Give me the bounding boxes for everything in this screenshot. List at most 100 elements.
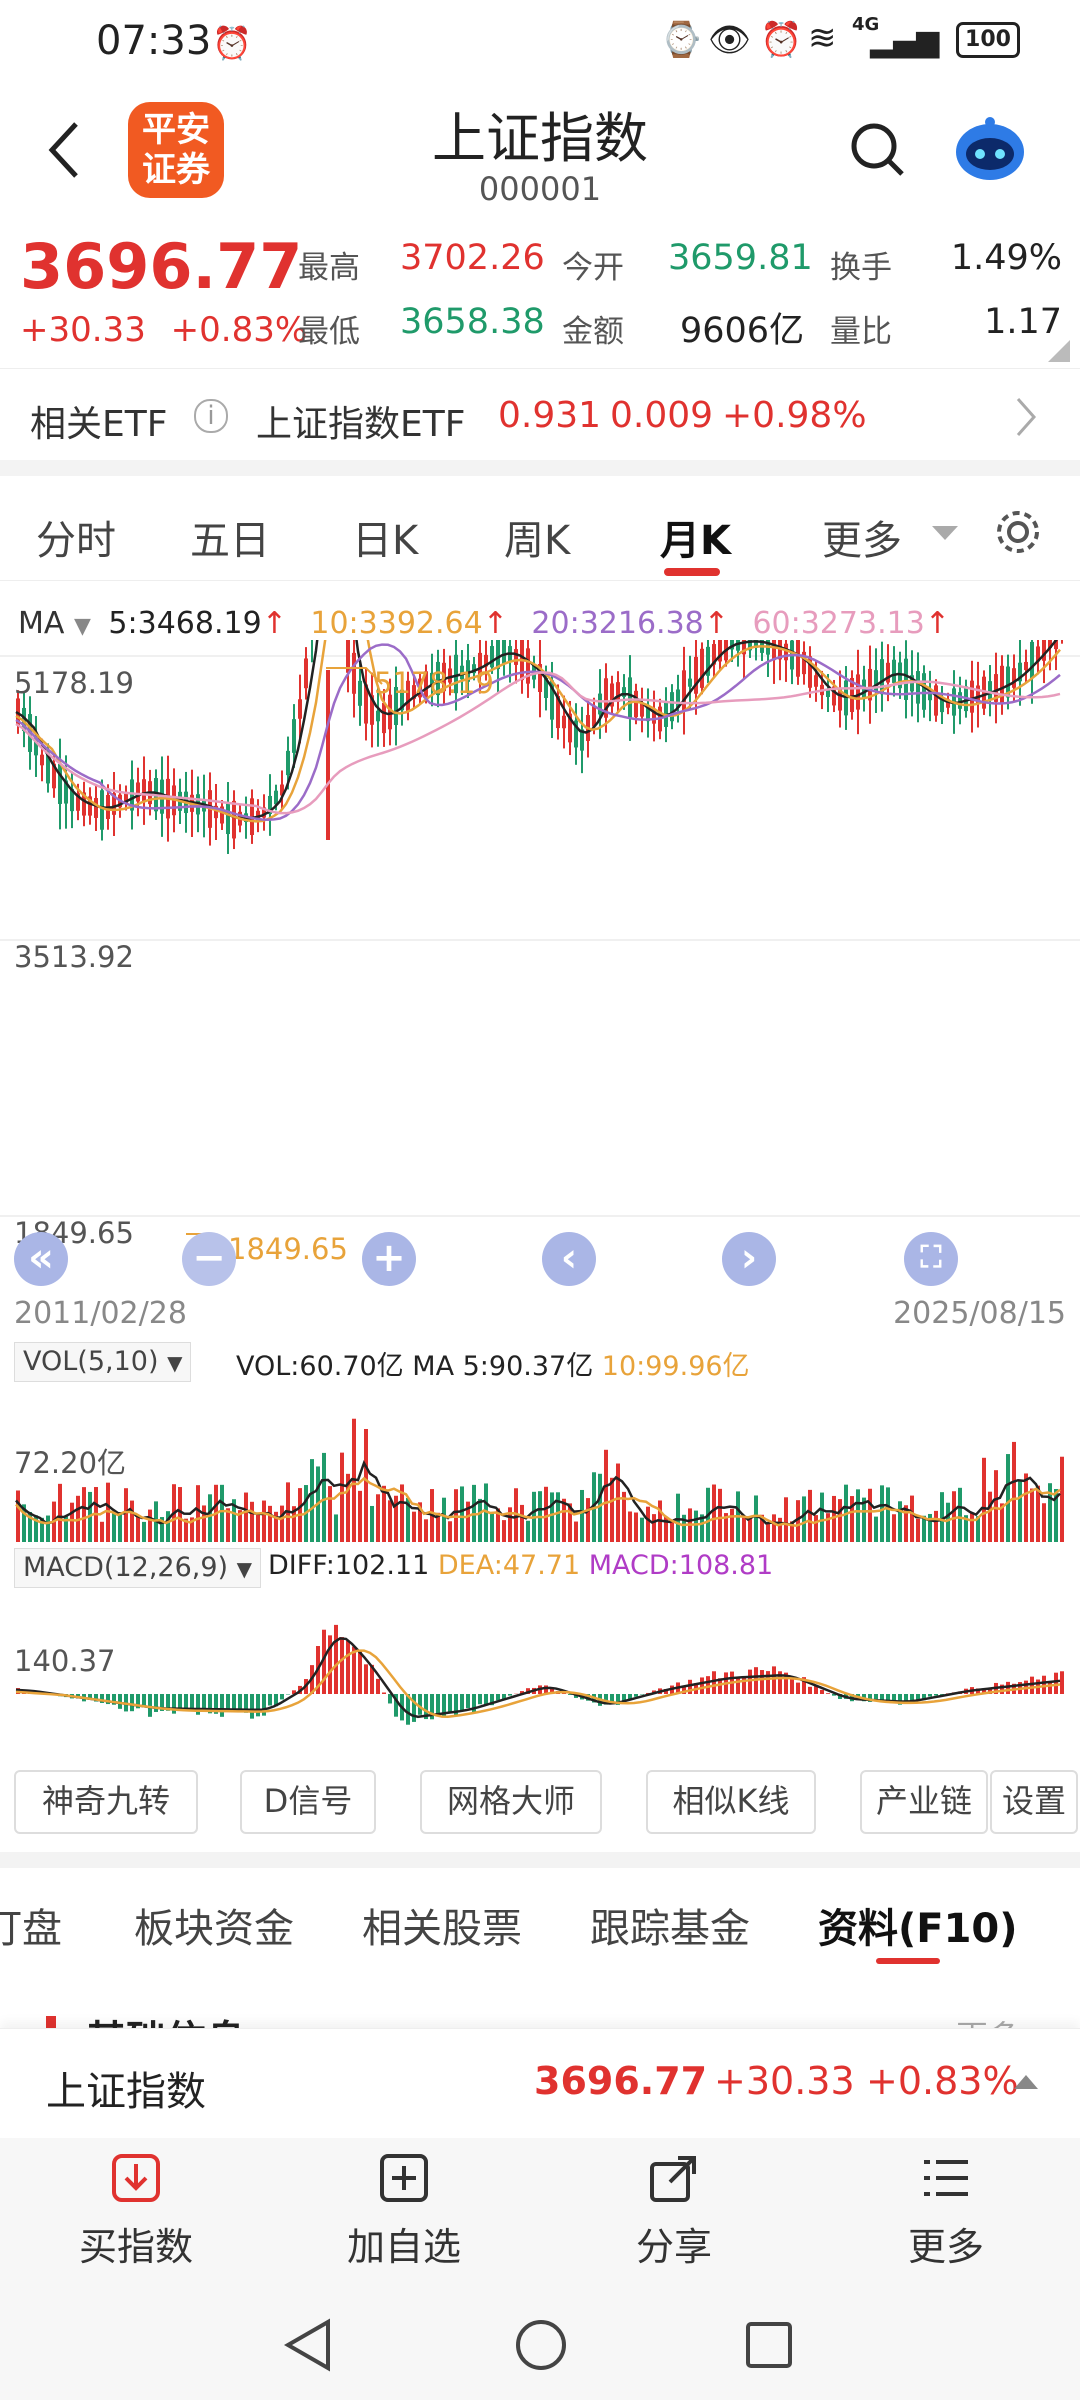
high-label: 最高 bbox=[298, 250, 360, 286]
search-icon[interactable] bbox=[848, 120, 908, 180]
zoom-in-button[interactable]: + bbox=[362, 1232, 416, 1286]
ma-legend[interactable]: MA ▼ 5:3468.19↑ 10:3392.64↑ 20:3216.38↑ … bbox=[18, 606, 950, 641]
tool-industry-chain[interactable]: 产业链 bbox=[860, 1770, 988, 1834]
scroll-right-button[interactable]: › bbox=[722, 1232, 776, 1286]
bottom-active-tab-indicator bbox=[876, 1958, 940, 1964]
signal-icon: ▂▄▆ bbox=[870, 24, 940, 59]
section-more-link[interactable]: 更多 bbox=[956, 2012, 1020, 2028]
tab-tracking-funds[interactable]: 跟踪基金 bbox=[590, 1906, 750, 1952]
etf-price: 0.931 bbox=[498, 395, 602, 436]
volume-chart bbox=[15, 1418, 1064, 1542]
divider bbox=[0, 460, 1080, 476]
date-start: 2011/02/28 bbox=[14, 1296, 187, 1331]
tab-f10[interactable]: 资料(F10) bbox=[818, 1906, 1018, 1952]
monthly-k-chart[interactable] bbox=[0, 640, 1080, 1280]
add-watchlist-button[interactable]: 加自选 bbox=[324, 2152, 484, 2271]
wifi-icon: ≋ bbox=[808, 18, 837, 58]
scroll-to-start-button[interactable]: « bbox=[14, 1232, 68, 1286]
more-actions-label: 更多 bbox=[907, 2225, 984, 2269]
low-label: 最低 bbox=[298, 314, 360, 350]
bottom-quote-bar[interactable]: 上证指数 3696.77 +30.33 +0.83% bbox=[0, 2028, 1080, 2139]
volume-ratio-value: 1.17 bbox=[984, 302, 1062, 342]
vol-label: VOL(5,10) bbox=[23, 1346, 159, 1377]
alarm-status-icon: ⏰ bbox=[760, 20, 803, 60]
tab-weekly-k[interactable]: 周K bbox=[504, 518, 571, 564]
dropdown-arrow-icon[interactable] bbox=[932, 526, 958, 542]
more-actions-button[interactable]: 更多 bbox=[866, 2152, 1026, 2271]
vol-ma10: 10:99.96亿 bbox=[601, 1351, 750, 1382]
volume-ma-lines bbox=[15, 1459, 1061, 1528]
axis-top-label: 5178.19 bbox=[14, 666, 134, 700]
logo-line1: 平安 bbox=[142, 110, 210, 150]
tab-related-stocks[interactable]: 相关股票 bbox=[362, 1906, 522, 1952]
fullscreen-button[interactable]: ⛶ bbox=[904, 1232, 958, 1286]
etf-change: 0.009 bbox=[610, 395, 714, 436]
tab-intraday[interactable]: 分时 bbox=[36, 518, 116, 564]
divider bbox=[0, 1852, 1080, 1868]
nav-recents-icon[interactable] bbox=[744, 2320, 794, 2370]
open-value: 3659.81 bbox=[668, 238, 813, 278]
zoom-out-button[interactable]: − bbox=[182, 1232, 236, 1286]
chevron-right-icon bbox=[1016, 398, 1037, 436]
index-code: 000001 bbox=[478, 170, 602, 208]
ma20-value: 20:3216.38 bbox=[531, 606, 704, 641]
scroll-left-button[interactable]: ‹ bbox=[542, 1232, 596, 1286]
tab-five-day[interactable]: 五日 bbox=[190, 518, 270, 564]
back-icon[interactable] bbox=[46, 120, 82, 180]
macd-dea: DEA:47.71 bbox=[437, 1550, 581, 1581]
settings-gear-icon[interactable] bbox=[992, 506, 1044, 558]
open-label: 今开 bbox=[562, 250, 624, 286]
macd-diff: DIFF:102.11 bbox=[268, 1550, 430, 1581]
caret-up-icon bbox=[1014, 2075, 1038, 2089]
ma5-value: 5:3468.19 bbox=[108, 606, 262, 641]
broker-logo: 平安 证券 bbox=[128, 102, 224, 198]
share-label: 分享 bbox=[635, 2225, 712, 2269]
tool-grid-master[interactable]: 网格大师 bbox=[420, 1770, 602, 1834]
tab-sector-funds[interactable]: 板块资金 bbox=[134, 1906, 294, 1952]
nav-home-icon[interactable] bbox=[514, 2318, 568, 2372]
page-title: 上证指数 bbox=[432, 107, 648, 170]
ma-dropdown-icon[interactable]: ▼ bbox=[73, 614, 91, 639]
info-icon[interactable]: i bbox=[194, 399, 228, 433]
bottom-change-pct: +0.83% bbox=[866, 2059, 1019, 2103]
related-etf-row[interactable]: 相关ETF i 上证指数ETF 0.931 0.009 +0.98% bbox=[0, 368, 1080, 461]
price-change: +30.33 +0.83% bbox=[20, 310, 307, 350]
tool-similar-k[interactable]: 相似K线 bbox=[646, 1770, 816, 1834]
menu-list-icon bbox=[924, 2160, 968, 2196]
share-button[interactable]: 分享 bbox=[594, 2152, 754, 2271]
high-value: 3702.26 bbox=[400, 238, 545, 278]
tab-daily-k[interactable]: 日K bbox=[352, 518, 419, 564]
nav-back-icon[interactable] bbox=[282, 2318, 332, 2372]
max-price-marker: 5178.19 bbox=[374, 666, 494, 700]
turnover-label: 换手 bbox=[830, 250, 892, 286]
status-bar: 07:33 ⏰ ⌚ 👁 ⏰ ≋ 4G ▂▄▆ 100 bbox=[0, 0, 1080, 80]
min-price-marker: 1849.65 bbox=[228, 1232, 348, 1266]
tool-magic-nine[interactable]: 神奇九转 bbox=[14, 1770, 198, 1834]
buy-index-label: 买指数 bbox=[78, 2225, 193, 2269]
vol-indicator-selector[interactable]: VOL(5,10) ▼ bbox=[14, 1342, 192, 1382]
amount-value: 9606亿 bbox=[680, 311, 805, 351]
macd-indicator-selector[interactable]: MACD(12,26,9) ▼ bbox=[14, 1548, 262, 1588]
alarm-icon: ⏰ bbox=[212, 24, 252, 62]
bottom-price: 3696.77 bbox=[534, 2059, 708, 2103]
tool-settings[interactable]: 设置 bbox=[990, 1770, 1078, 1834]
macd-label: MACD(12,26,9) bbox=[23, 1552, 229, 1583]
ma10-arrow-icon: ↑ bbox=[482, 606, 508, 641]
robot-assistant-icon[interactable] bbox=[952, 114, 1028, 184]
add-watchlist-label: 加自选 bbox=[346, 2225, 461, 2269]
chart-period-tabs: 分时 五日 日K 周K 月K 更多 bbox=[0, 480, 1080, 581]
vol-dropdown-icon[interactable]: ▼ bbox=[167, 1351, 183, 1375]
share-icon bbox=[650, 2156, 696, 2202]
tab-watch[interactable]: 盯盘 bbox=[0, 1906, 62, 1952]
macd-dropdown-icon[interactable]: ▼ bbox=[236, 1557, 253, 1581]
current-price: 3696.77 bbox=[20, 230, 303, 303]
buy-index-button[interactable]: 买指数 bbox=[56, 2152, 216, 2271]
active-tab-indicator bbox=[664, 568, 720, 576]
expand-corner-icon[interactable] bbox=[1048, 340, 1070, 362]
tab-monthly-k[interactable]: 月K bbox=[660, 518, 731, 564]
tool-d-signal[interactable]: D信号 bbox=[240, 1770, 376, 1834]
amount-label: 金额 bbox=[562, 314, 624, 350]
status-time: 07:33 bbox=[96, 18, 212, 64]
tab-more[interactable]: 更多 bbox=[822, 518, 902, 564]
low-value: 3658.38 bbox=[400, 302, 545, 342]
